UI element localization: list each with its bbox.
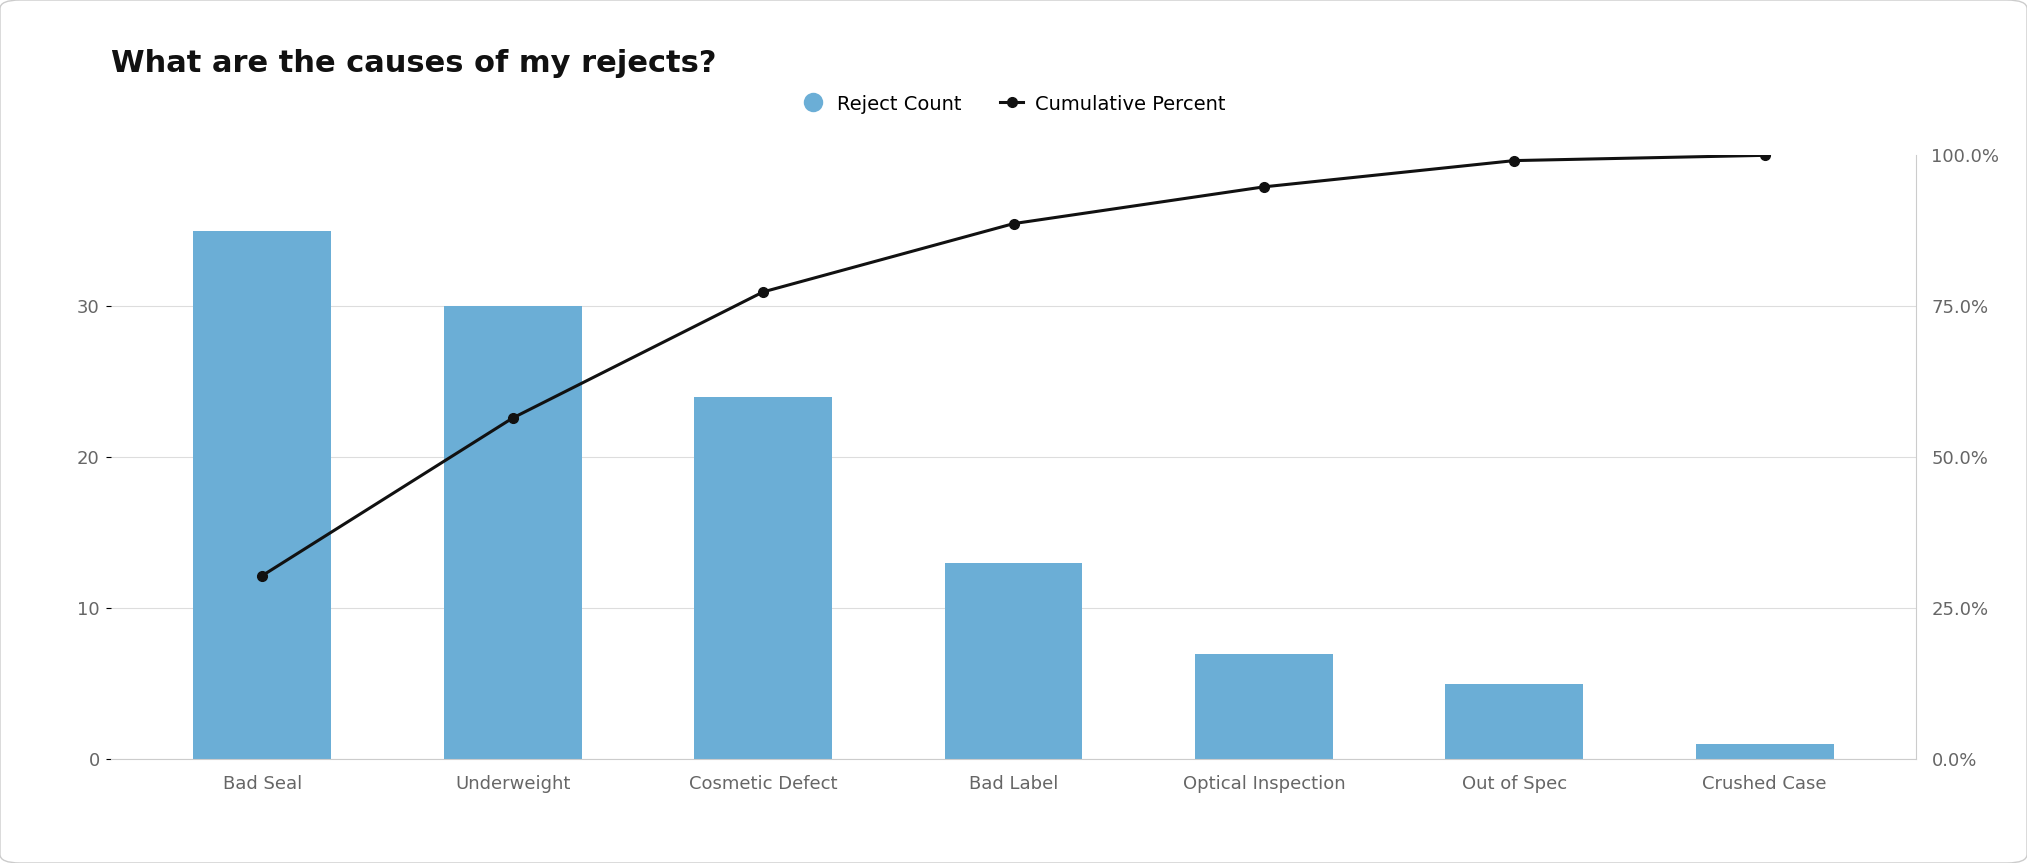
Bar bbox=[193, 231, 330, 759]
Bar bbox=[695, 397, 831, 759]
Bar bbox=[1445, 683, 1583, 759]
Bar bbox=[1697, 744, 1834, 759]
Bar bbox=[444, 306, 582, 759]
Text: What are the causes of my rejects?: What are the causes of my rejects? bbox=[111, 49, 718, 78]
Bar bbox=[945, 564, 1082, 759]
Bar bbox=[1196, 654, 1332, 759]
Legend: Reject Count, Cumulative Percent: Reject Count, Cumulative Percent bbox=[795, 86, 1232, 122]
